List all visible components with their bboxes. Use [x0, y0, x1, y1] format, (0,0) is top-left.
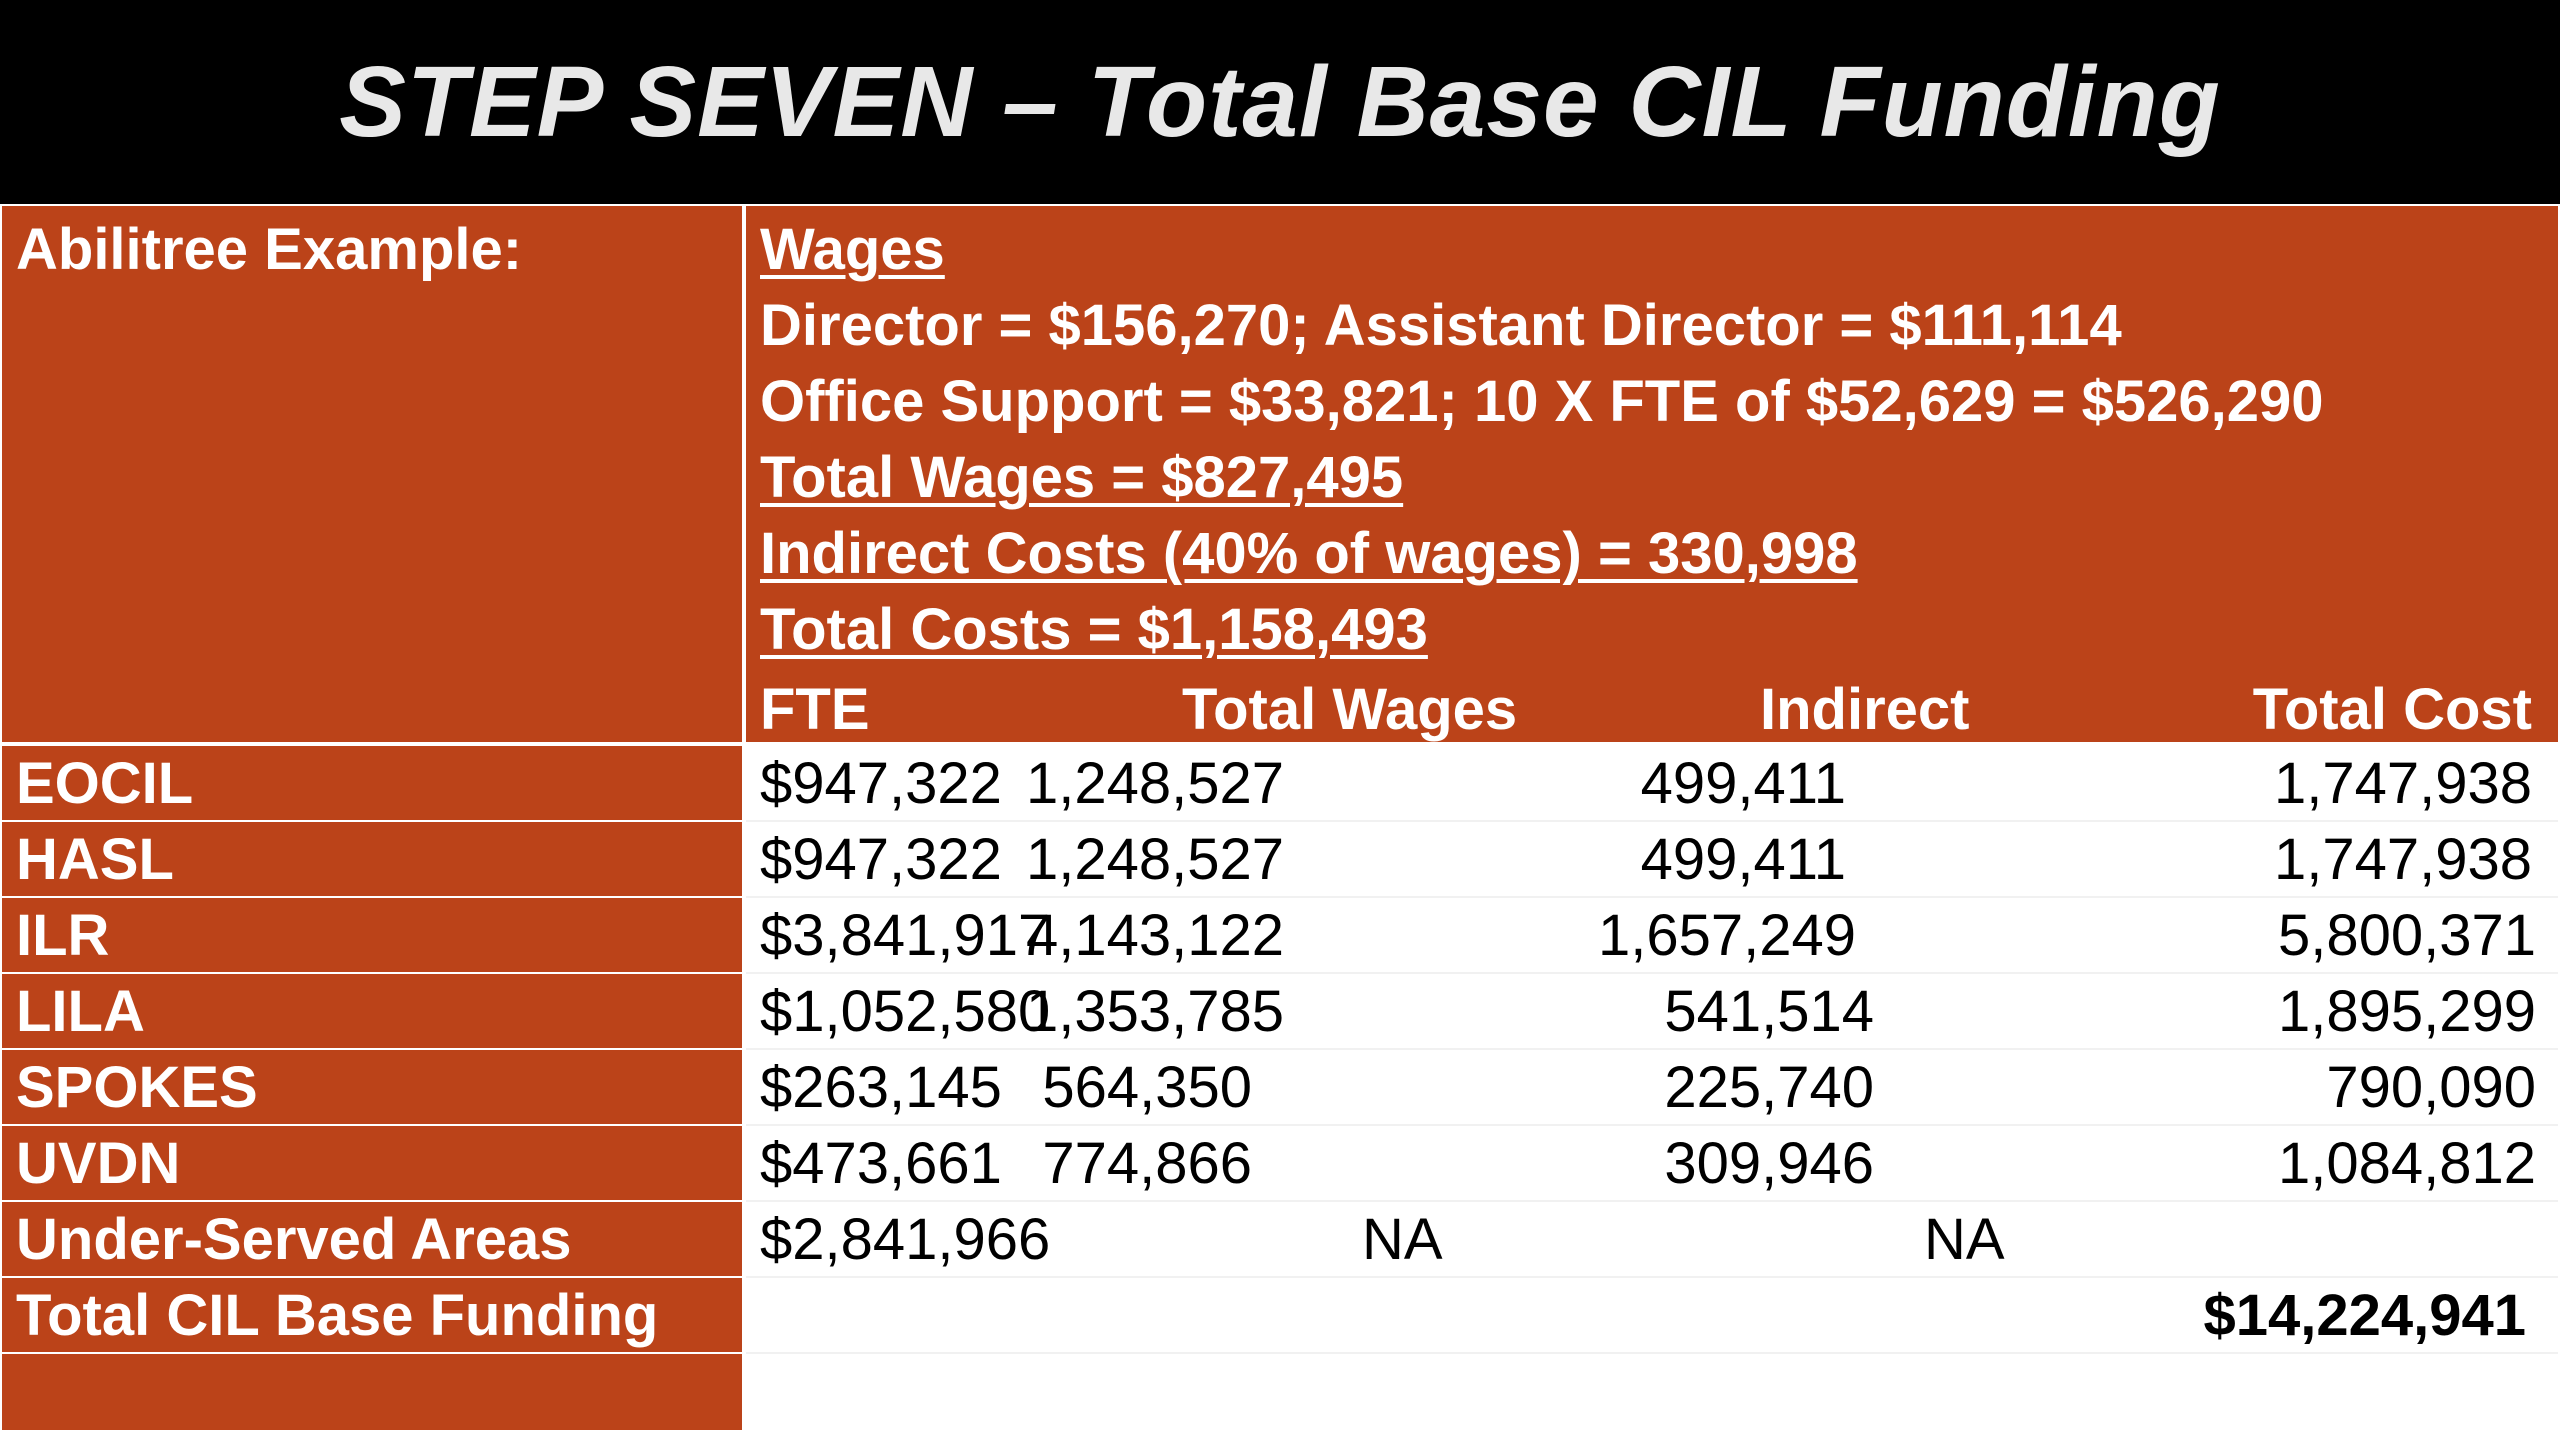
column-header-fte: FTE: [760, 677, 870, 742]
cell-total-wages: 1,353,785: [1026, 979, 1285, 1044]
table-row: LILA $1,052,580 1,353,785 541,514 1,895,…: [0, 974, 2560, 1050]
row-name: Under-Served Areas: [16, 1207, 572, 1272]
cell-fte: $2,841,966: [760, 1207, 1051, 1272]
cell-total-wages: 1,248,527: [1026, 827, 1285, 892]
column-header-indirect: Indirect: [1760, 677, 1970, 742]
cell-indirect: NA: [1924, 1207, 2005, 1272]
row-name: ILR: [16, 903, 110, 968]
column-header-total-cost: Total Cost: [2252, 677, 2532, 742]
row-label-cell: [2, 1354, 742, 1430]
funding-table: Abilitree Example: Wages Director = $156…: [0, 204, 2560, 1440]
cell-indirect: 541,514: [1664, 979, 1874, 1044]
row-data-cells: $947,322 1,248,527 499,411 1,747,938: [746, 822, 2558, 898]
row-data-cells: $947,322 1,248,527 499,411 1,747,938: [746, 746, 2558, 822]
row-label-cell: ILR: [2, 898, 742, 972]
cell-total-wages: 4,143,122: [1026, 903, 1285, 968]
cell-total-wages: 564,350: [1042, 1055, 1252, 1120]
cell-total-wages: NA: [1362, 1207, 1443, 1272]
row-data-cells: $1,052,580 1,353,785 541,514 1,895,299: [746, 974, 2558, 1050]
cell-total-cost: 790,090: [2326, 1055, 2536, 1120]
cell-fte: $947,322: [760, 751, 1002, 816]
row-label-cell: HASL: [2, 822, 742, 896]
cell-indirect: 499,411: [1640, 827, 1846, 892]
table-row: ILR $3,841,917 4,143,122 1,657,249 5,800…: [0, 898, 2560, 974]
row-name: EOCIL: [16, 751, 194, 816]
cell-indirect: 309,946: [1664, 1131, 1874, 1196]
cell-total-cost: 1,895,299: [2277, 979, 2536, 1044]
cell-fte: $947,322: [760, 827, 1002, 892]
slide-title: STEP SEVEN – Total Base CIL Funding: [339, 45, 2221, 158]
table-row: Under-Served Areas $2,841,966 NA NA: [0, 1202, 2560, 1278]
row-label-cell: UVDN: [2, 1126, 742, 1200]
table-row: HASL $947,322 1,248,527 499,411 1,747,93…: [0, 822, 2560, 898]
table-row: Total CIL Base Funding $14,224,941: [0, 1278, 2560, 1354]
row-data-cells: $263,145 564,350 225,740 790,090: [746, 1050, 2558, 1126]
header-wages-cell: Wages Director = $156,270; Assistant Dir…: [746, 206, 2558, 742]
cell-total-cost: 1,747,938: [2273, 827, 2532, 892]
row-label-cell: Total CIL Base Funding: [2, 1278, 742, 1352]
table-row: [0, 1354, 2560, 1434]
cell-total-cost: 1,084,812: [2277, 1131, 2536, 1196]
row-data-cells: $14,224,941: [746, 1278, 2558, 1354]
wages-heading: Wages: [760, 217, 945, 282]
row-name: UVDN: [16, 1131, 181, 1196]
cell-indirect: 1,657,249: [1597, 903, 1856, 968]
title-bar: STEP SEVEN – Total Base CIL Funding: [0, 0, 2560, 204]
row-data-cells: $473,661 774,866 309,946 1,084,812: [746, 1126, 2558, 1202]
cell-indirect: 225,740: [1664, 1055, 1874, 1120]
row-name: SPOKES: [16, 1055, 258, 1120]
row-data-cells: $3,841,917 4,143,122 1,657,249 5,800,371: [746, 898, 2558, 974]
wages-line-office-support: Office Support = $33,821; 10 X FTE of $5…: [760, 369, 2324, 434]
table-row: UVDN $473,661 774,866 309,946 1,084,812: [0, 1126, 2560, 1202]
row-name: HASL: [16, 827, 174, 892]
row-label-cell: EOCIL: [2, 746, 742, 820]
table-row: SPOKES $263,145 564,350 225,740 790,090: [0, 1050, 2560, 1126]
total-wages-line: Total Wages = $827,495: [760, 445, 1404, 510]
cell-total-cost: 1,747,938: [2273, 751, 2532, 816]
column-header-total-wages: Total Wages: [1182, 677, 1518, 742]
row-label-cell: LILA: [2, 974, 742, 1048]
cell-fte: $1,052,580: [760, 979, 1051, 1044]
total-costs-line: Total Costs = $1,158,493: [760, 597, 1428, 662]
cell-fte: $473,661: [760, 1131, 1002, 1196]
cell-fte: $3,841,917: [760, 903, 1051, 968]
wages-line-directors: Director = $156,270; Assistant Director …: [760, 293, 2122, 358]
cell-total-wages: 774,866: [1042, 1131, 1252, 1196]
example-label: Abilitree Example:: [16, 217, 523, 282]
header-label-cell: Abilitree Example:: [2, 206, 742, 742]
row-data-cells: $2,841,966 NA NA: [746, 1202, 2558, 1278]
row-name: Total CIL Base Funding: [16, 1283, 659, 1348]
cell-fte: $263,145: [760, 1055, 1002, 1120]
cell-total-cost: $14,224,941: [2203, 1283, 2526, 1348]
indirect-costs-line: Indirect Costs (40% of wages) = 330,998: [760, 521, 1858, 586]
cell-indirect: 499,411: [1640, 751, 1846, 816]
row-label-cell: Under-Served Areas: [2, 1202, 742, 1276]
cell-total-cost: 5,800,371: [2277, 903, 2536, 968]
cell-total-wages: 1,248,527: [1026, 751, 1285, 816]
table-row: EOCIL $947,322 1,248,527 499,411 1,747,9…: [0, 746, 2560, 822]
row-label-cell: SPOKES: [2, 1050, 742, 1124]
row-name: LILA: [16, 979, 145, 1044]
